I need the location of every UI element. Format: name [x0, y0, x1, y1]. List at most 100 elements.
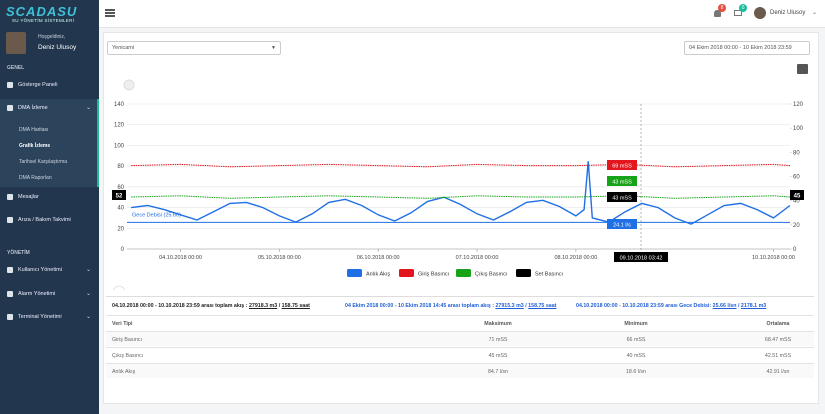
axis-marker [112, 190, 126, 200]
user-name[interactable]: Deniz Ulusoy [770, 10, 806, 16]
table-row: Giriş Basıncı 71 mSS 66 mSS 68.47 mSS [106, 331, 814, 346]
table-cell: 42.91 l/sn [766, 369, 790, 375]
nav-button[interactable] [123, 79, 135, 91]
active-group [0, 99, 99, 187]
tooltip-text: 43 mSS [612, 196, 632, 202]
tooltip-text: 24.1 l/s [613, 223, 631, 229]
x-tick-label: 05.10.2018 00:00 [258, 255, 301, 261]
x-tick-label: 04.10.2018 00:00 [159, 255, 202, 261]
x-tick-label: 08.10.2018 00:00 [554, 255, 597, 261]
icon [7, 217, 13, 223]
table-cell: 42.51 mSS [764, 353, 792, 359]
user-name: Deniz Ulusoy [38, 44, 77, 51]
summary-value: 27915.3 m3 [495, 303, 524, 309]
table-cell: Anlık Akış [112, 369, 136, 375]
bell-icon[interactable] [714, 10, 721, 17]
summary-sep: / [277, 303, 282, 309]
logo-subtitle: SU YÖNETİM SİSTEMLERİ [12, 18, 75, 23]
date-range[interactable]: 04 Ekim 2018 00:00 - 10 Ekim 2018 23:59 [684, 41, 810, 55]
axis-marker [790, 190, 804, 200]
summary: 04.10.2018 00:00 - 10.10.2018 23:59 aras… [576, 303, 766, 309]
legend-swatch [347, 269, 362, 277]
legend-swatch [456, 269, 471, 277]
section-label: GENEL [7, 65, 25, 71]
table-cell: Ortalama [766, 321, 790, 327]
table-cell: Çıkış Basıncı [112, 353, 144, 359]
user-avatar [754, 7, 766, 19]
table-cell: Minimum [624, 321, 648, 327]
menu-item[interactable]: Alarm Yönetimi [18, 291, 56, 297]
section-label: YÖNETİM [7, 250, 30, 256]
table-cell: 84.7 l/sn [487, 369, 509, 375]
x-tick-label: 10.10.2018 00:00 [752, 255, 795, 261]
menu-item[interactable]: Gösterge Paneli [18, 82, 58, 88]
menu-item[interactable]: Kullanıcı Yönetimi [18, 267, 62, 273]
table-cell: 66 mSS [626, 337, 646, 343]
y-tick-label: 140 [114, 102, 125, 108]
sidebar: SCADASU SU YÖNETİM SİSTEMLERİ Hoşgeldini… [0, 0, 99, 414]
summary-value: 25.66 l/sn [712, 303, 737, 309]
icon [7, 105, 13, 111]
summary-text: 04 Ekim 2018 00:00 - 10 Ekim 2018 14:45 … [345, 303, 496, 309]
table-cell: Maksimum [484, 321, 512, 327]
submenu-item[interactable]: DMA Raporları [19, 175, 52, 181]
submenu-item[interactable]: DMA Haritası [19, 127, 49, 133]
series-line [131, 161, 791, 225]
table-cell: Giriş Basıncı [112, 337, 143, 343]
tooltip-text: 43 mSS [612, 180, 632, 186]
badge: 0 [739, 4, 747, 12]
menu-item[interactable]: Terminal Yönetimi [18, 314, 62, 320]
station-select[interactable]: Yenicami ▼ [107, 41, 281, 55]
y-tick-label: 80 [117, 164, 124, 170]
tooltip [607, 160, 637, 170]
select-value: Yenicami [112, 45, 135, 51]
plot: Gece Debisi (25.66) [127, 161, 791, 225]
table-cell: 18.6 l/sn [625, 369, 647, 375]
table-cell: 68.47 mSS [764, 337, 792, 343]
legend-label: Giriş Basıncı [418, 272, 449, 278]
y-tick-label: 20 [117, 226, 124, 232]
y-tick-label: 60 [117, 185, 124, 191]
axis-marker-text: 45 [794, 194, 801, 200]
legend-label: Anlık Akış [366, 272, 390, 278]
caret: ⌄ [812, 10, 818, 16]
menu-toggle[interactable] [105, 9, 115, 17]
icon [7, 267, 13, 273]
table-cell: 40 mSS [626, 353, 646, 359]
avatar [6, 32, 26, 54]
submenu-item[interactable]: Grafik İzleme [19, 143, 51, 149]
y-tick-label: 0 [121, 247, 125, 253]
export-button[interactable] [797, 64, 808, 74]
table-cell: Veri Tipi [112, 321, 133, 327]
crosshair-box [614, 252, 668, 262]
icon [7, 314, 13, 320]
mail-icon[interactable] [734, 10, 742, 16]
x-tick-label: 07.10.2018 00:00 [456, 255, 499, 261]
menu-item[interactable]: Mesajlar [18, 194, 39, 200]
crosshair-label: 09.10.2018 03:42 [620, 256, 663, 262]
series-line [131, 195, 791, 199]
menu-item[interactable]: DMA İzleme [18, 105, 48, 111]
y2-tick-label: 80 [793, 150, 800, 156]
table-header: Veri Tipi Maksimum Minimum Ortalama [106, 315, 814, 330]
summary: 04.10.2018 00:00 - 10.10.2018 23:59 aras… [112, 303, 310, 309]
y-tick-label: 100 [114, 143, 125, 149]
logo-title: SCADASU [6, 4, 78, 19]
tooltip [607, 176, 637, 186]
tooltip [607, 192, 637, 202]
y2-tick-label: 100 [793, 126, 804, 132]
submenu-item[interactable]: Tarihsel Karşılaştırma [19, 159, 68, 165]
summary-text: 04.10.2018 00:00 - 10.10.2018 23:59 aras… [112, 303, 249, 309]
tooltip [607, 219, 637, 229]
caret: ⌄ [86, 291, 92, 297]
decoration [112, 285, 126, 291]
summary-value: 158.75 saat [528, 303, 557, 309]
night-flow-label: Gece Debisi (25.66) [132, 212, 181, 218]
topbar: 8 0 Deniz Ulusoy ⌄ [99, 0, 825, 28]
menu-item[interactable]: Arıza / Bakım Takvimi [18, 217, 71, 223]
legend-swatch [516, 269, 531, 277]
y2-tick-label: 0 [793, 247, 797, 253]
legend-swatch [399, 269, 414, 277]
date-range-value: 04 Ekim 2018 00:00 - 10 Ekim 2018 23:59 [689, 45, 792, 51]
caret: ⌄ [86, 314, 92, 320]
